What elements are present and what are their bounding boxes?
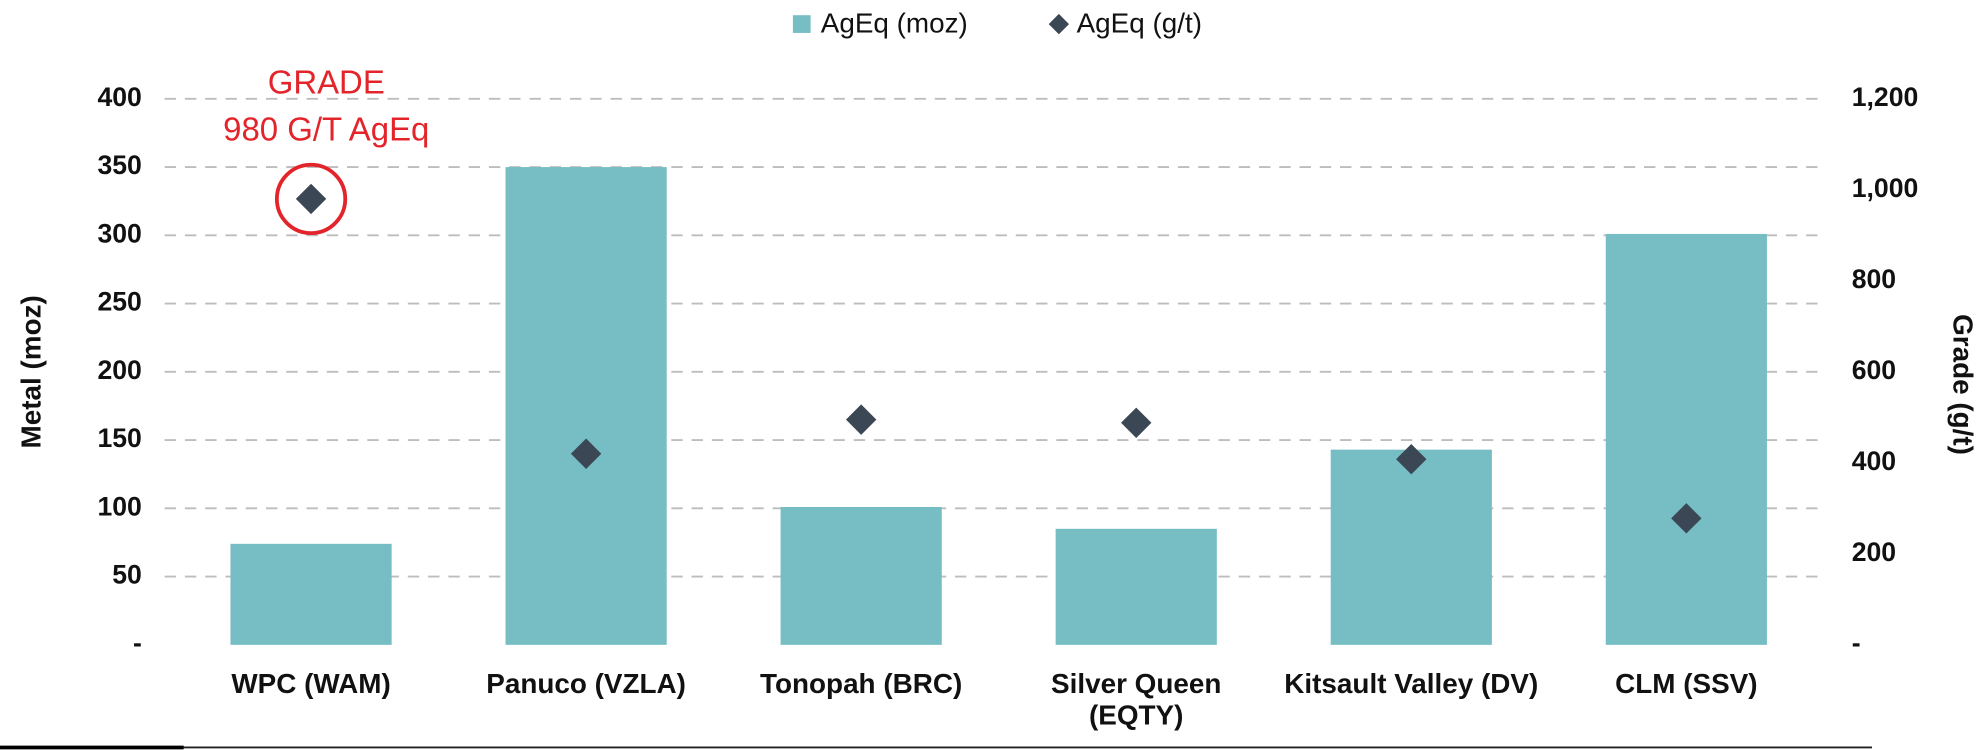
grade-marker: [845, 404, 877, 435]
bar: [1055, 528, 1217, 645]
bar: [1330, 449, 1492, 645]
legend-label: AgEq (g/t): [1077, 8, 1202, 39]
y2-tick-label: 200: [1852, 537, 1896, 567]
y-tick-label: 300: [97, 218, 141, 248]
y-tick-label: 400: [97, 82, 141, 112]
x-tick-label: CLM (SSV): [1615, 667, 1758, 700]
legend-swatch: [1048, 13, 1069, 35]
grade-marker: [295, 183, 327, 215]
y2-axis-label: Grade (g/t): [1947, 314, 1978, 455]
y2-tick-label: 600: [1852, 355, 1896, 385]
grade-marker: [570, 438, 602, 469]
legend-swatch: [792, 15, 811, 33]
y-tick-label: 250: [97, 287, 141, 317]
y-tick-label: 350: [97, 150, 141, 180]
grade-marker: [1121, 407, 1152, 438]
bar: [780, 506, 942, 645]
y-tick-label: 50: [112, 560, 142, 590]
grade-marker: [1396, 443, 1427, 475]
annotation-text: GRADE: [268, 64, 385, 101]
x-tick-label: WPC (WAM): [231, 667, 391, 700]
x-tick-label: Panuco (VZLA): [486, 667, 686, 700]
x-tick-label: Kitsault Valley (DV): [1284, 667, 1539, 700]
y-tick-label: 100: [97, 491, 141, 521]
bar: [505, 167, 667, 645]
y2-tick-label: 800: [1852, 264, 1896, 294]
y2-tick-label: 1,000: [1852, 173, 1919, 203]
y-axis-label: Metal (moz): [15, 295, 46, 448]
x-tick-label: Tonopah (BRC): [760, 667, 963, 700]
grade-marker: [1671, 503, 1702, 534]
x-tick-label: Silver Queen (EQTY): [1051, 667, 1222, 731]
y2-tick-label: -: [1852, 628, 1861, 658]
bar: [230, 543, 392, 645]
annotation-circle: [274, 162, 348, 236]
legend-label: AgEq (moz): [821, 8, 968, 39]
y-tick-label: 150: [97, 423, 141, 453]
y-tick-label: -: [133, 628, 142, 658]
annotation-text: 980 G/T AgEq: [223, 110, 429, 147]
y2-tick-label: 400: [1852, 446, 1896, 476]
bar: [1605, 233, 1767, 645]
y-tick-label: 200: [97, 355, 141, 385]
y2-tick-label: 1,200: [1852, 82, 1919, 112]
